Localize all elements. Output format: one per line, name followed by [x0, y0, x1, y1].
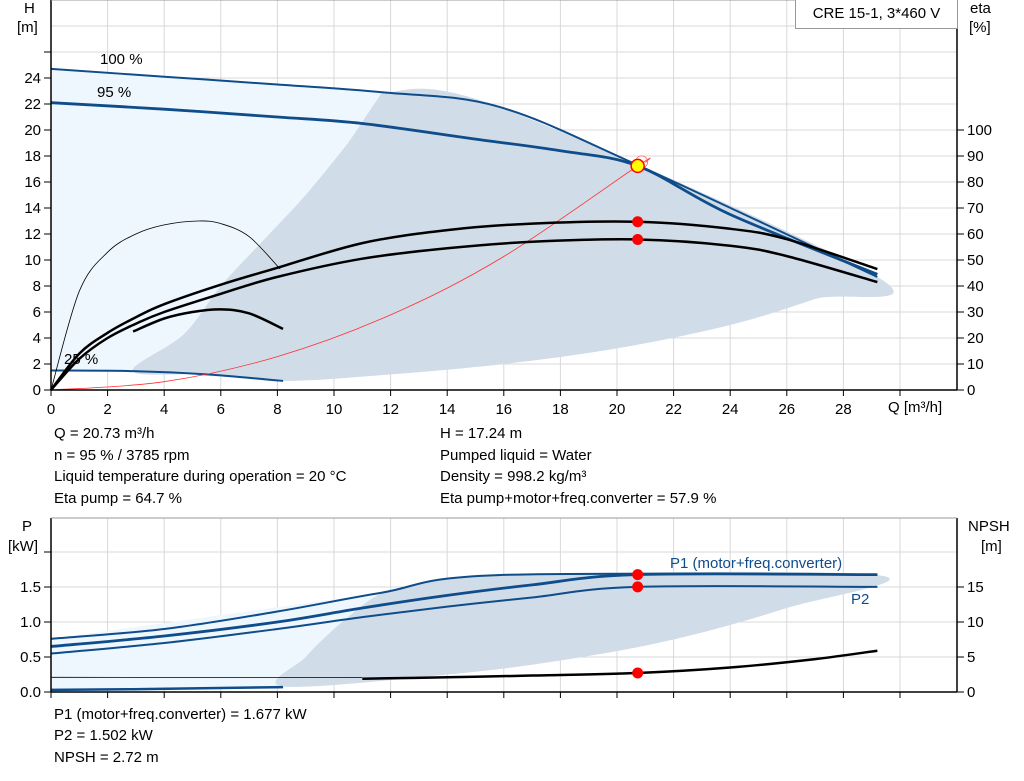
x-tick-label: 0: [47, 401, 55, 418]
p2-series-label: P2: [851, 591, 870, 608]
y-tick-label: 16: [24, 174, 41, 191]
eta-pump-point: [632, 216, 644, 228]
y-tick-label: 22: [24, 96, 41, 113]
y2-tick-label: 70: [967, 200, 984, 217]
eta-axis-label: eta: [970, 0, 991, 17]
series-line-p-25-: [50, 685, 284, 692]
speed-label-95: 95 %: [97, 84, 132, 101]
y2-tick-label: 80: [967, 174, 984, 191]
series-line-eta-total-25-: [132, 308, 284, 333]
series-line-system: [50, 157, 651, 391]
series-line-25-: [50, 369, 284, 382]
x-tick-label: 28: [835, 401, 852, 418]
readout-liquid: Pumped liquid = Water: [440, 447, 592, 464]
y2-tick-label: 60: [967, 226, 984, 243]
y2-tick-label: 5: [967, 649, 975, 666]
series-line-p2: [50, 585, 878, 655]
q-axis-label: Q [m³/h]: [888, 399, 943, 416]
y2-tick-label: 0: [967, 684, 975, 701]
y-tick-label: 10: [24, 252, 41, 269]
y-tick-label: 20: [24, 122, 41, 139]
npsh-axis-unit: [m]: [981, 538, 1002, 555]
speed-label-100: 100 %: [100, 51, 143, 68]
y-tick-label: 18: [24, 148, 41, 165]
x-tick-label: 6: [217, 401, 225, 418]
npsh-point: [632, 667, 644, 679]
readout-h: H = 17.24 m: [440, 425, 523, 442]
y-tick-label: 2: [33, 356, 41, 373]
y2-tick-label: 10: [967, 614, 984, 631]
y2-tick-label: 0: [967, 382, 975, 399]
y2-tick-label: 30: [967, 304, 984, 321]
x-tick-label: 24: [722, 401, 739, 418]
readout-q: Q = 20.73 m³/h: [54, 425, 155, 442]
series-line-p1-95-: [50, 572, 878, 648]
x-tick-label: 22: [665, 401, 682, 418]
eta-total-point: [632, 233, 644, 245]
y-tick-label: 12: [24, 226, 41, 243]
y-tick-label: 8: [33, 278, 41, 295]
x-tick-label: 14: [439, 401, 456, 418]
readout-npsh: NPSH = 2.72 m: [54, 749, 159, 766]
x-tick-label: 26: [778, 401, 795, 418]
performance-chart: 0246810121416182022240102030405060708090…: [24, 0, 992, 418]
y-tick-label: 0.5: [20, 649, 41, 666]
series-line-100-: [50, 67, 878, 278]
x-tick-label: 20: [609, 401, 626, 418]
y-tick-label: 4: [33, 330, 41, 347]
series-line-95-: [50, 101, 878, 276]
readout-eta-total: Eta pump+motor+freq.converter = 57.9 %: [440, 490, 717, 507]
x-tick-label: 8: [273, 401, 281, 418]
legend-title: CRE 15-1, 3*460 V: [795, 0, 958, 29]
p-axis-label: P: [22, 518, 33, 535]
speed-label-25: 25 %: [64, 351, 99, 368]
series-line-eta-total: [50, 238, 878, 391]
x-tick-label: 12: [382, 401, 399, 418]
y-tick-label: 24: [24, 70, 41, 87]
x-tick-label: 10: [326, 401, 343, 418]
y-tick-label: 0.0: [20, 684, 41, 701]
readout-p1: P1 (motor+freq.converter) = 1.677 kW: [54, 706, 307, 723]
y-tick-label: 1.5: [20, 579, 41, 596]
h-axis-unit: [m]: [17, 19, 38, 36]
operating-area-dark: [132, 88, 894, 381]
series-line-eta-pump: [50, 220, 878, 391]
y2-tick-label: 20: [967, 330, 984, 347]
p1-point: [632, 569, 644, 581]
y-tick-label: 14: [24, 200, 41, 217]
y2-tick-label: 90: [967, 148, 984, 165]
readout-temp: Liquid temperature during operation = 20…: [54, 468, 347, 485]
y2-tick-label: 50: [967, 252, 984, 269]
readout-n: n = 95 % / 3785 rpm: [54, 447, 190, 464]
npsh-axis-label: NPSH: [968, 518, 1010, 535]
operating-area-dark: [275, 571, 890, 687]
y-tick-label: 6: [33, 304, 41, 321]
p-axis-unit: [kW]: [8, 538, 38, 555]
y2-tick-label: 15: [967, 579, 984, 596]
p1-series-label: P1 (motor+freq.converter): [670, 555, 843, 572]
duty-point-marker: [630, 158, 645, 174]
x-tick-label: 18: [552, 401, 569, 418]
x-tick-label: 2: [103, 401, 111, 418]
y2-tick-label: 100: [967, 122, 992, 139]
x-tick-label: 16: [495, 401, 512, 418]
h-axis-label: H: [24, 0, 35, 17]
power-npsh-chart: 0.0 0.5 1.0 1.5 0 5 10 15: [20, 517, 984, 701]
p2-point: [632, 581, 644, 593]
series-line-eta-pump-25-: [50, 220, 281, 391]
x-tick-label: 4: [160, 401, 168, 418]
y2-tick-label: 10: [967, 356, 984, 373]
y-tick-label: 0: [33, 382, 41, 399]
eta-axis-unit: [%]: [969, 19, 991, 36]
y2-tick-label: 40: [967, 278, 984, 295]
y-tick-label: 1.0: [20, 614, 41, 631]
readout-eta-pump: Eta pump = 64.7 %: [54, 490, 182, 507]
readout-density: Density = 998.2 kg/m³: [440, 468, 587, 485]
readout-p2: P2 = 1.502 kW: [54, 727, 153, 744]
